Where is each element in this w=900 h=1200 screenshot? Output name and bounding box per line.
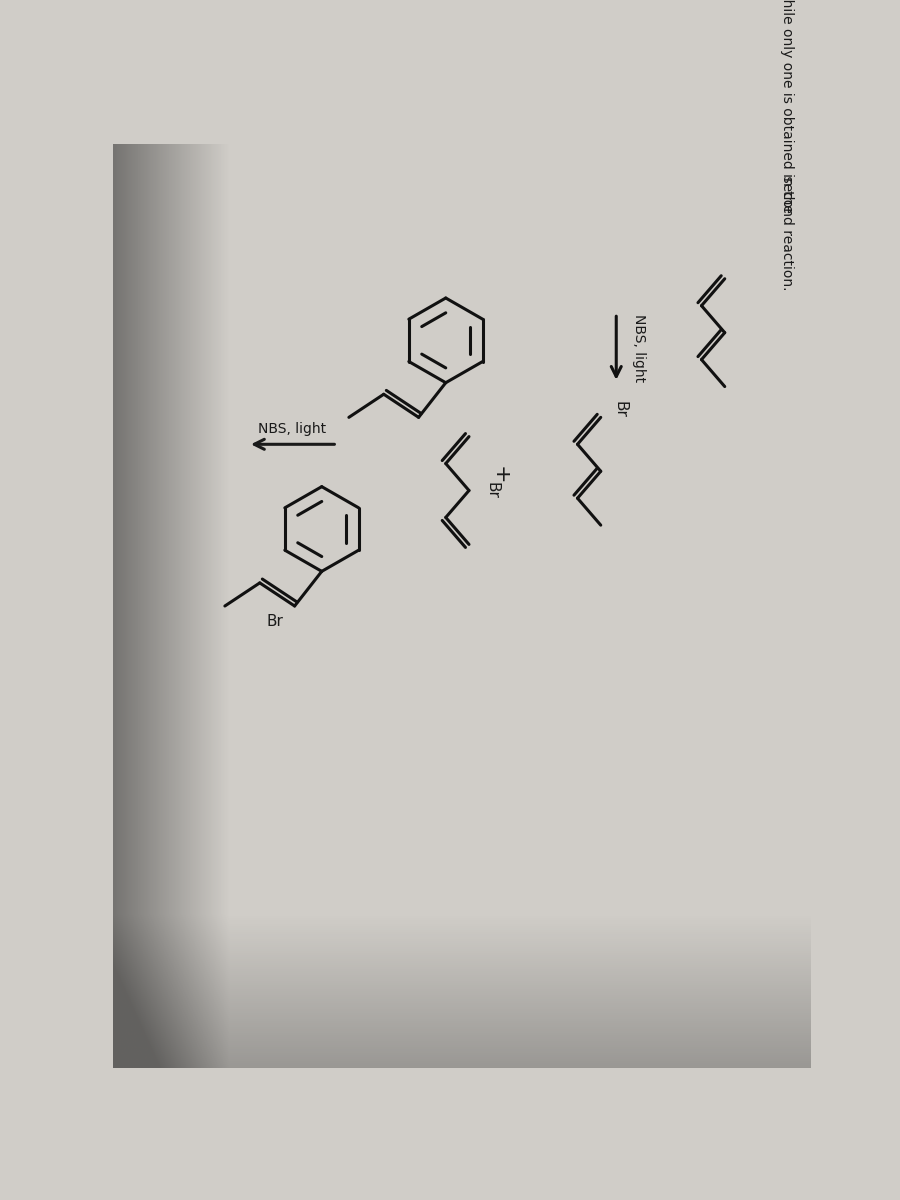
Text: +: + [490,466,510,485]
Text: Br: Br [485,482,500,499]
Text: Br: Br [266,614,284,629]
Text: NBS, light: NBS, light [633,314,646,382]
Text: NBS, light: NBS, light [258,422,327,436]
Text: second reaction.: second reaction. [779,157,794,290]
Text: Br: Br [613,401,627,418]
Text: 13. Explain why two products are obtained in the first reaction while only one i: 13. Explain why two products are obtaine… [779,0,794,214]
